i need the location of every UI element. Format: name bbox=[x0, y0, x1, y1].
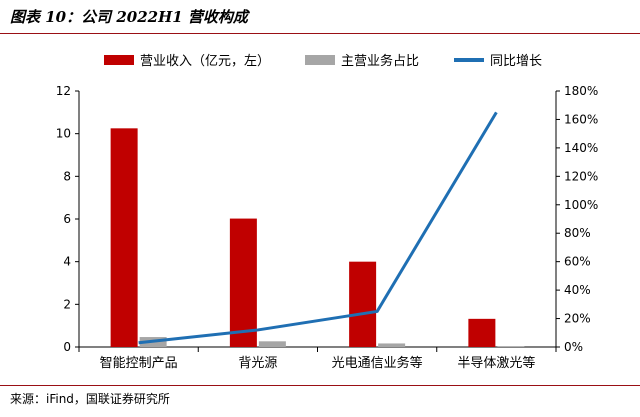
revenue-bar bbox=[229, 218, 257, 347]
left-tick-label: 8 bbox=[63, 169, 71, 183]
title-rule bbox=[0, 33, 640, 34]
left-tick-label: 10 bbox=[56, 127, 71, 141]
figure-title: 图表 10：公司 2022H1 营收构成 bbox=[10, 8, 248, 26]
revenue-bar bbox=[110, 128, 138, 347]
right-tick-label: 20% bbox=[564, 312, 591, 326]
plot-area: 0246810120%20%40%60%80%100%120%140%160%1… bbox=[56, 84, 599, 371]
right-tick-label: 80% bbox=[564, 226, 591, 240]
right-tick-label: 180% bbox=[564, 84, 598, 98]
right-tick-label: 160% bbox=[564, 112, 598, 126]
category-label: 智能控制产品 bbox=[100, 356, 178, 371]
legend-swatch-revenue bbox=[104, 55, 134, 65]
left-tick-label: 4 bbox=[63, 255, 71, 269]
revenue-bar bbox=[349, 261, 377, 347]
legend-swatch-share bbox=[305, 55, 335, 65]
right-tick-label: 140% bbox=[564, 141, 598, 155]
left-tick-label: 0 bbox=[63, 340, 71, 354]
share-bar bbox=[258, 341, 286, 347]
right-tick-label: 40% bbox=[564, 283, 591, 297]
revenue-chart: 营业收入（亿元，左） 主营业务占比 同比增长 0246810120%20%40%60… bbox=[56, 53, 599, 371]
category-label: 光电通信业务等 bbox=[332, 355, 423, 371]
legend-label-growth: 同比增长 bbox=[490, 54, 542, 69]
legend: 营业收入（亿元，左） 主营业务占比 同比增长 bbox=[104, 53, 542, 69]
right-tick-label: 60% bbox=[564, 255, 591, 269]
left-tick-label: 6 bbox=[63, 212, 71, 226]
growth-line bbox=[138, 111, 498, 345]
legend-label-revenue: 营业收入（亿元，左） bbox=[140, 54, 270, 69]
source-note: 来源：iFind，国联证券研究所 bbox=[10, 392, 170, 406]
category-label: 半导体激光等 bbox=[457, 355, 535, 371]
share-bar bbox=[378, 343, 406, 347]
left-tick-label: 2 bbox=[63, 297, 71, 311]
right-tick-label: 120% bbox=[564, 169, 598, 183]
category-label: 背光源 bbox=[238, 356, 277, 371]
right-tick-label: 100% bbox=[564, 198, 598, 212]
revenue-bar bbox=[468, 318, 496, 347]
left-tick-label: 12 bbox=[56, 84, 71, 98]
right-tick-label: 0% bbox=[564, 340, 583, 354]
share-bar bbox=[497, 346, 525, 347]
source-rule bbox=[0, 385, 640, 386]
legend-label-share: 主营业务占比 bbox=[341, 53, 419, 69]
